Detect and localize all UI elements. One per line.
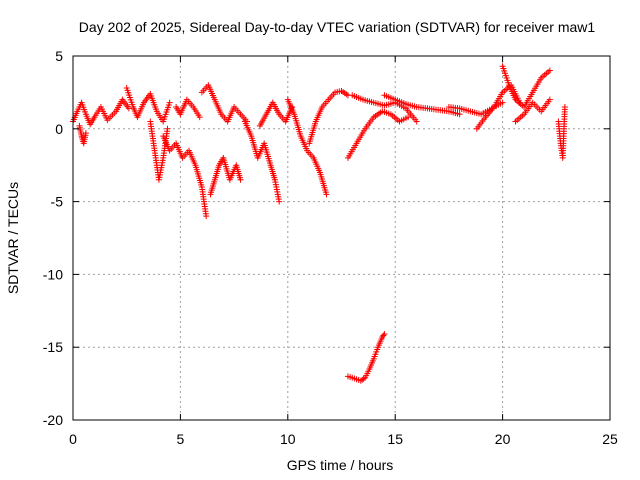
- y-tick-label: -5: [51, 194, 64, 210]
- series-arc-q: [473, 82, 523, 132]
- series-arc-l: [306, 87, 351, 147]
- y-tick-label: -10: [43, 266, 63, 282]
- data-point: [360, 375, 367, 382]
- data-point: [381, 331, 388, 338]
- series-arc-m: [344, 108, 412, 161]
- data-point: [196, 114, 203, 121]
- series-arc-d: [147, 118, 171, 183]
- data-point: [456, 111, 463, 118]
- data-point: [546, 96, 553, 103]
- x-tick-label: 0: [69, 431, 77, 447]
- data-point: [546, 67, 553, 74]
- series-arc-j: [256, 99, 296, 129]
- data-point: [164, 125, 171, 132]
- plot-frame: [72, 55, 611, 421]
- data-point: [203, 213, 210, 220]
- series-arc-g: [198, 82, 250, 125]
- series-arc-r: [499, 63, 553, 110]
- series-arc-i: [241, 118, 283, 205]
- y-axis-label: SDTVAR / TECUs: [5, 182, 21, 294]
- x-tick-label: 15: [387, 431, 403, 447]
- series-arc-u: [344, 331, 388, 384]
- data-point: [82, 130, 89, 137]
- series-arc-a: [70, 96, 132, 128]
- y-tick-label: -20: [43, 412, 63, 428]
- x-axis-label: GPS time / hours: [287, 457, 394, 473]
- data-point: [405, 114, 412, 121]
- data-point: [499, 99, 506, 106]
- data-point: [323, 191, 330, 198]
- x-tick-label: 10: [280, 431, 296, 447]
- series-arc-o: [381, 92, 463, 118]
- x-tick-label: 25: [602, 431, 618, 447]
- chart-title: Day 202 of 2025, Sidereal Day-to-day VTE…: [79, 19, 596, 35]
- series-arc-f: [173, 96, 203, 121]
- data-point: [380, 332, 387, 339]
- series-arc-t: [555, 103, 568, 161]
- y-tick-label: 0: [55, 121, 63, 137]
- data-point: [237, 176, 244, 183]
- series-arc-b: [76, 122, 89, 147]
- data-point: [276, 198, 283, 205]
- data-points: [70, 63, 568, 384]
- data-point: [561, 103, 568, 110]
- series-arc-k: [284, 96, 330, 198]
- series-arc-e: [160, 133, 210, 220]
- data-point: [413, 118, 420, 125]
- y-tick-label: -15: [43, 339, 63, 355]
- x-tick-label: 5: [177, 431, 185, 447]
- series-arc-c: [123, 85, 173, 125]
- series-arc-s: [512, 96, 553, 125]
- x-tick-label: 20: [495, 431, 511, 447]
- y-tick-labels: 5 0 -5 -10 -15 -20: [43, 48, 63, 428]
- y-tick-label: 5: [55, 48, 63, 64]
- x-tick-labels: 0 5 10 15 20 25: [69, 431, 618, 447]
- data-point: [125, 105, 132, 112]
- series-arc-h: [207, 154, 244, 198]
- data-point: [166, 99, 173, 106]
